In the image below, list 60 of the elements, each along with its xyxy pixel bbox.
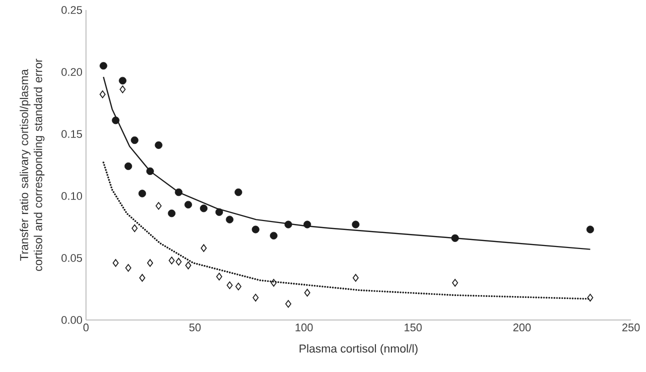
point [304, 288, 310, 297]
point [176, 258, 182, 266]
point [234, 188, 242, 196]
point [587, 294, 594, 302]
point [147, 259, 154, 267]
point [100, 62, 108, 70]
point [451, 234, 459, 242]
point [284, 220, 292, 228]
point [146, 167, 154, 175]
point [226, 216, 234, 224]
y-tick-label: 0.10 [61, 192, 82, 200]
point [270, 278, 277, 287]
point [100, 90, 106, 98]
x-tick-label: 200 [513, 324, 531, 332]
x-tick-label: 250 [622, 324, 640, 332]
y-tick-label: 0.00 [61, 316, 82, 324]
point [124, 162, 132, 170]
point [168, 210, 176, 218]
point [154, 141, 162, 149]
point [185, 262, 192, 270]
point [118, 76, 126, 84]
point [200, 204, 208, 212]
line-series [102, 76, 591, 250]
point [352, 220, 360, 228]
point [168, 256, 175, 264]
point [586, 226, 594, 234]
line-series [102, 162, 592, 300]
x-tick-label: 0 [83, 324, 89, 332]
point [112, 259, 119, 267]
point [226, 281, 233, 290]
point [215, 208, 223, 216]
point [452, 278, 458, 287]
point [285, 300, 292, 308]
point [352, 274, 359, 282]
point [303, 220, 312, 228]
point [216, 272, 222, 280]
point [139, 274, 146, 282]
point [184, 200, 192, 208]
x-tick-label: 50 [189, 324, 201, 332]
y-tick-label: 0.20 [61, 68, 82, 76]
point [132, 224, 138, 232]
point [252, 294, 259, 302]
point [270, 232, 278, 240]
point [235, 282, 242, 290]
y-tick-label: 0.05 [61, 254, 82, 262]
y-axis-title: Transfer ratio salivary cortisol/plasma cortisol and corresponding standard error [20, 58, 44, 271]
point [125, 264, 132, 272]
point [252, 226, 260, 234]
y-tick-label: 0.25 [61, 6, 82, 14]
x-axis-title: Plasma cortisol (nmol/l) [300, 344, 418, 355]
point [200, 244, 207, 252]
point [174, 188, 182, 196]
x-tick-label: 100 [296, 324, 313, 332]
point [112, 116, 120, 124]
point [138, 190, 146, 198]
point [156, 202, 162, 210]
x-tick-label: 150 [404, 324, 422, 332]
point [130, 136, 138, 144]
point [120, 86, 126, 94]
y-tick-label: 0.15 [61, 130, 82, 138]
